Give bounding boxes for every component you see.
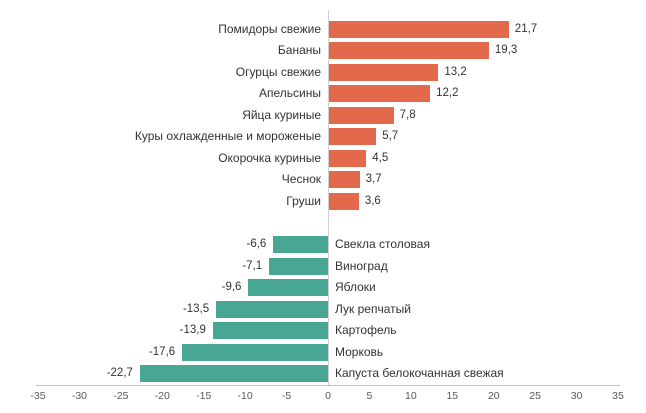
category-label: Морковь xyxy=(335,344,384,359)
bar xyxy=(329,128,377,146)
bar-row: Морковь -17,6 xyxy=(0,343,646,361)
bar-row: Картофель -13,9 xyxy=(0,322,646,340)
bar xyxy=(329,63,439,81)
x-tick-label: -10 xyxy=(237,390,253,402)
bar-row: Бананы 19,3 xyxy=(0,42,646,60)
bar-row: Огурцы свежие 13,2 xyxy=(0,63,646,81)
value-label: -6,6 xyxy=(246,238,267,251)
category-label: Помидоры свежие xyxy=(218,21,321,36)
category-label: Яблоки xyxy=(335,280,376,295)
value-label: 3,6 xyxy=(364,194,381,207)
x-tick-label: -20 xyxy=(154,390,170,402)
x-axis-line xyxy=(36,385,620,386)
x-tick-label: 20 xyxy=(487,390,500,402)
value-label: 4,5 xyxy=(372,151,389,164)
bar-row: Яйца куриные 7,8 xyxy=(0,106,646,124)
bar-row: Яблоки -9,6 xyxy=(0,279,646,297)
bar xyxy=(329,106,394,124)
bar-row: Апельсины 12,2 xyxy=(0,85,646,103)
bar xyxy=(329,171,360,189)
value-label: -9,6 xyxy=(221,281,242,294)
value-label: -17,6 xyxy=(148,345,176,358)
bar xyxy=(212,322,328,340)
category-label: Бананы xyxy=(277,43,321,58)
category-label: Груши xyxy=(286,193,321,208)
value-label: 3,7 xyxy=(365,173,382,186)
value-label: 21,7 xyxy=(514,22,538,35)
value-label: 12,2 xyxy=(436,87,459,100)
category-label: Апельсины xyxy=(259,86,321,101)
zero-gridline xyxy=(328,10,329,385)
category-label: Лук репчатый xyxy=(335,301,411,316)
bar-row: Окорочка куриные 4,5 xyxy=(0,149,646,167)
x-tick-label: 0 xyxy=(325,390,331,402)
category-label: Чеснок xyxy=(281,172,321,187)
bar xyxy=(182,343,328,361)
value-label: -13,5 xyxy=(182,302,210,315)
bar-row: Куры охлажденные и мороженые 5,7 xyxy=(0,128,646,146)
bar xyxy=(329,192,359,210)
value-label: -13,9 xyxy=(179,324,206,337)
bar-row: Виноград -7,1 xyxy=(0,257,646,275)
x-tick-label: -5 xyxy=(281,390,292,402)
value-label: 7,8 xyxy=(399,108,416,121)
bar xyxy=(139,365,328,383)
x-tick-label: 30 xyxy=(570,390,583,402)
bar xyxy=(216,300,328,318)
x-tick-label: -15 xyxy=(196,390,212,402)
bar-row: Капуста белокочанная свежая -22,7 xyxy=(0,365,646,383)
x-tick-label: 25 xyxy=(529,390,541,402)
category-label: Свекла столовая xyxy=(335,237,430,252)
x-tick-label: 5 xyxy=(366,390,373,402)
bar xyxy=(248,279,328,297)
bar-row: Лук репчатый -13,5 xyxy=(0,300,646,318)
category-label: Капуста белокочанная свежая xyxy=(335,366,504,381)
x-tick-label: 10 xyxy=(405,390,417,402)
bar xyxy=(329,42,489,60)
x-tick-label: 15 xyxy=(446,390,459,402)
category-label: Окорочка куриные xyxy=(218,150,321,165)
category-label: Огурцы свежие xyxy=(235,64,321,79)
x-tick-label: -30 xyxy=(71,390,88,402)
bar-row: Свекла столовая -6,6 xyxy=(0,236,646,254)
value-label: 13,2 xyxy=(444,65,467,78)
category-label: Картофель xyxy=(335,323,397,338)
bar-row: Чеснок 3,7 xyxy=(0,171,646,189)
value-label: -7,1 xyxy=(242,259,263,272)
x-tick-label: -35 xyxy=(30,390,46,402)
x-tick-label: -25 xyxy=(113,390,129,402)
value-label: 19,3 xyxy=(494,44,518,57)
value-label: -22,7 xyxy=(106,367,133,380)
category-label: Виноград xyxy=(335,258,388,273)
bar-row: Помидоры свежие 21,7 xyxy=(0,20,646,38)
x-tick-label: 35 xyxy=(612,390,624,402)
category-label: Куры охлажденные и мороженые xyxy=(134,129,321,144)
bar xyxy=(329,20,509,38)
bar xyxy=(329,149,367,167)
value-label: 5,7 xyxy=(382,130,399,143)
category-label: Яйца куриные xyxy=(242,107,321,122)
bar xyxy=(269,257,328,275)
bar xyxy=(329,85,431,103)
bar-row: Груши 3,6 xyxy=(0,192,646,210)
bar xyxy=(273,236,328,254)
